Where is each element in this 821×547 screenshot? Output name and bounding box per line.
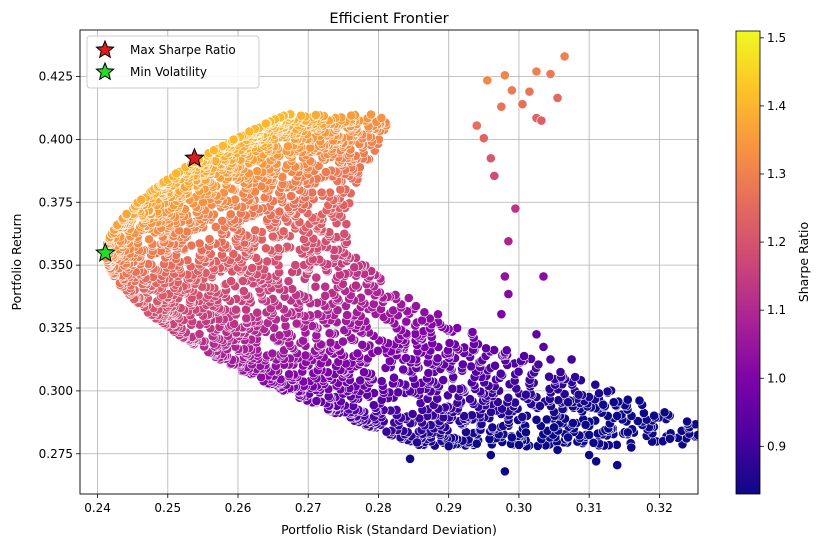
highlight-star [184,147,205,168]
highlight-star [94,242,116,262]
chart-title: Efficient Frontier [329,11,448,27]
data-point [538,341,549,352]
y-tick-label: 0.325 [39,321,73,335]
data-point [531,414,542,425]
data-point [496,101,507,112]
colorbar-tick-label: 1.3 [767,167,786,181]
y-tick-label: 0.400 [39,132,73,146]
data-point [521,427,531,438]
data-point [665,433,675,444]
data-point [485,450,496,460]
x-tick-label: 0.32 [646,501,673,515]
y-tick-label: 0.275 [39,447,73,461]
data-point [608,397,619,408]
data-point [612,460,623,470]
colorbar-ticks: 0.9 1.0 1.1 1.2 1.3 1.4 1.5 [760,31,786,453]
data-point [545,354,556,365]
data-point [535,401,545,411]
highlight-markers [94,147,205,262]
x-tick-label: 0.27 [295,501,322,515]
data-point [478,133,489,144]
x-tick-label: 0.25 [154,501,181,515]
data-point [482,75,493,86]
x-tick-label: 0.29 [435,501,462,515]
data-point [591,456,602,467]
data-point [598,399,609,410]
data-point [510,203,521,214]
data-point [521,389,531,400]
colorbar-tick-label: 1.0 [767,371,786,385]
data-point [499,70,510,81]
y-axis-label: Portfolio Return [9,214,24,311]
data-point [503,289,514,299]
data-point [580,419,591,430]
data-points [405,51,675,477]
data-point [485,153,496,164]
colorbar-label: Sharpe Ratio [796,222,811,302]
colorbar-gradient [735,30,761,495]
colorbar-tick-label: 1.2 [767,235,786,249]
data-point [405,453,415,464]
colorbar-tick-label: 1.1 [767,303,786,317]
data-point [506,85,517,96]
data-point [489,170,500,181]
x-axis-label: Portfolio Risk (Standard Deviation) [281,522,497,537]
data-point [524,86,535,97]
data-point [570,372,581,382]
y-tick-label: 0.300 [39,384,73,398]
data-point [552,93,563,103]
colorbar-tick-label: 1.4 [767,99,786,113]
data-point [552,445,563,455]
data-point [626,442,637,453]
legend-box [86,35,260,89]
data-point [506,432,517,443]
data-point [503,236,514,247]
data-point [622,394,633,405]
y-tick-label: 0.350 [39,258,73,272]
y-axis-ticks: 0.275 0.300 0.325 0.350 0.375 0.400 0.425 [39,70,80,461]
data-point [514,440,524,450]
legend: Max Sharpe Ratio Min Volatility [86,35,260,89]
data-point [622,427,633,438]
data-point [566,354,577,365]
colorbar: 0.9 1.0 1.1 1.2 1.3 1.4 1.5 Sharpe Ratio [735,30,811,495]
data-point [531,329,542,340]
data-point [531,66,542,77]
colorbar-tick-label: 1.5 [767,31,786,45]
data-point [573,389,584,400]
x-tick-label: 0.24 [84,501,111,515]
x-tick-label: 0.26 [225,501,252,515]
data-point [549,422,559,433]
x-tick-label: 0.30 [506,501,533,515]
data-point [499,466,510,477]
legend-label: Max Sharpe Ratio [130,43,236,57]
legend-marker [95,61,115,81]
data-point [443,441,454,452]
data-point [471,438,482,449]
data-point [563,397,573,408]
data-point [563,432,573,443]
colorbar-tick-label: 0.9 [767,439,786,453]
data-point [499,271,510,282]
plot-frame [79,29,699,495]
x-tick-label: 0.31 [576,501,603,515]
legend-label: Min Volatility [130,65,207,79]
data-point [412,437,422,448]
data-point [584,429,595,440]
x-tick-label: 0.28 [365,501,392,515]
data-point [536,115,547,126]
x-axis-ticks: 0.24 0.25 0.26 0.27 0.28 0.29 0.30 0.31 0.32 [84,494,673,515]
data-point [517,99,528,110]
data-point [584,450,595,460]
data-point [496,309,507,320]
y-tick-label: 0.375 [39,195,73,209]
data-point [471,120,482,131]
legend-marker [95,39,115,59]
data-point [538,271,549,282]
data-point [559,51,570,62]
data-point [545,69,556,79]
y-tick-label: 0.425 [39,70,73,84]
